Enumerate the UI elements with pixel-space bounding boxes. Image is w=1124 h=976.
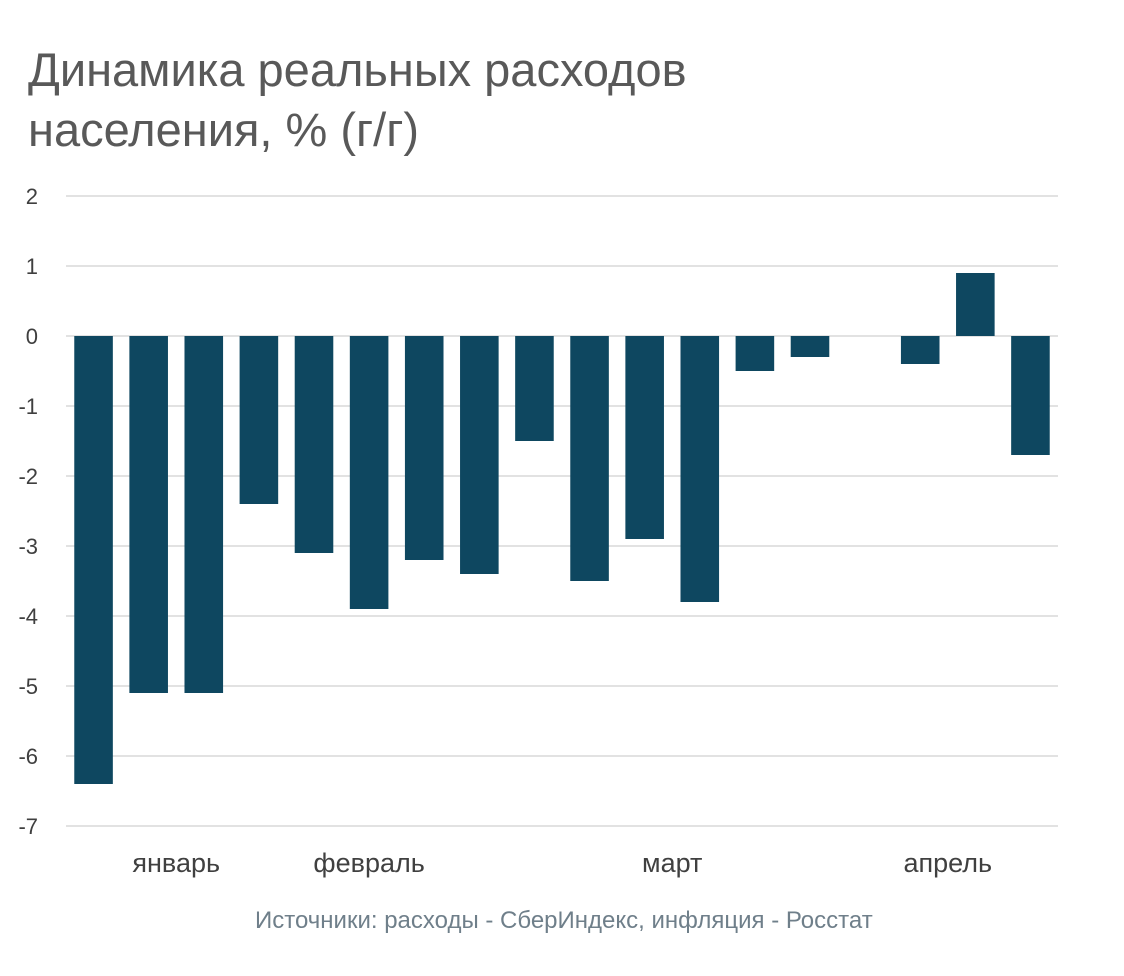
bar <box>404 336 444 560</box>
x-category-label: январь <box>132 848 220 878</box>
y-axis: 2 1 0 -1 -2 -3 -4 -5 -6 -7 <box>18 184 38 839</box>
bar <box>349 336 389 609</box>
bar <box>625 336 664 539</box>
bar <box>129 336 168 693</box>
bar <box>956 273 995 336</box>
y-tick-label: -4 <box>18 604 38 629</box>
y-tick-label: 0 <box>26 324 38 349</box>
y-tick-label: -7 <box>18 814 38 839</box>
x-category-label: март <box>642 848 702 878</box>
y-tick-label: -2 <box>18 464 38 489</box>
bar <box>790 336 830 357</box>
bar <box>680 336 720 602</box>
y-tick-label: -6 <box>18 744 38 769</box>
x-category-label: апрель <box>903 848 992 878</box>
source-note: Источники: расходы - СберИндекс, инфляци… <box>255 907 873 934</box>
y-tick-label: 1 <box>26 254 38 279</box>
chart-title-line-2: населения, % (г/г) <box>28 103 420 156</box>
bar <box>735 336 775 371</box>
bars <box>74 273 1050 784</box>
bar <box>239 336 279 504</box>
bar <box>460 336 499 574</box>
bar <box>294 336 334 553</box>
bar <box>900 336 940 364</box>
bar <box>74 336 113 784</box>
bar <box>184 336 224 693</box>
y-tick-label: 2 <box>26 184 38 209</box>
chart-title: Динамика реальных расходов населения, % … <box>28 40 928 160</box>
chart-title-line-1: Динамика реальных расходов <box>28 43 687 96</box>
y-tick-label: -3 <box>18 534 38 559</box>
y-tick-label: -1 <box>18 394 38 419</box>
bar <box>570 336 609 581</box>
bar <box>1011 336 1050 455</box>
bar <box>515 336 554 441</box>
x-category-label: февраль <box>313 848 424 878</box>
grid-lines <box>66 195 1058 827</box>
x-axis: январь февраль март апрель <box>132 848 992 878</box>
y-tick-label: -5 <box>18 674 38 699</box>
